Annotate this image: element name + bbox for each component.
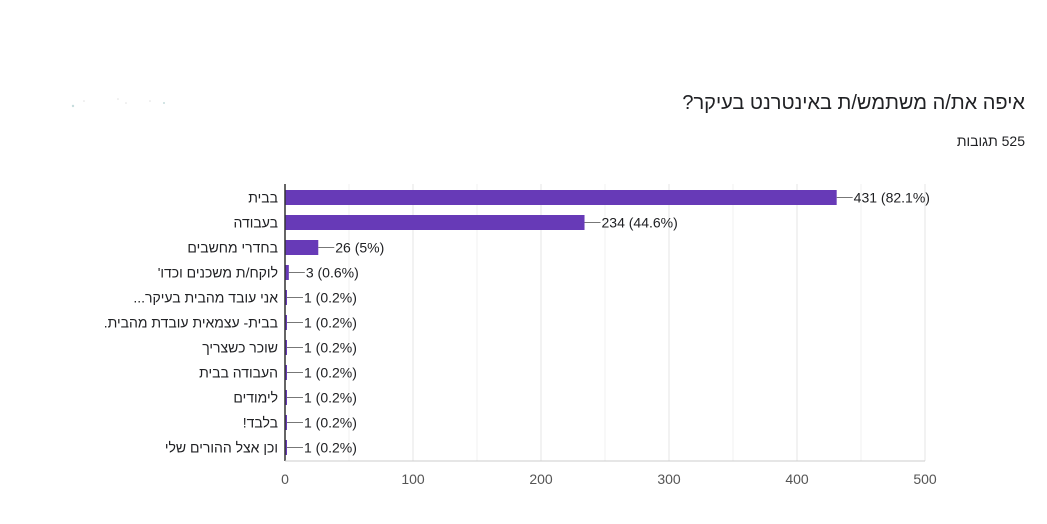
- category-label: ...אני עובד מהבית בעיקר: [133, 290, 278, 306]
- category-label: העבודה בבית: [199, 365, 278, 381]
- category-label: לימודים: [233, 390, 278, 406]
- category-label: שוכר כשצריך: [202, 340, 278, 356]
- data-label: 1 (0.2%): [304, 290, 357, 306]
- data-label: 1 (0.2%): [304, 390, 357, 406]
- bar: [285, 315, 287, 330]
- bar: [285, 290, 287, 305]
- bar: [285, 365, 287, 380]
- copy-chart-icon[interactable]: [70, 96, 170, 110]
- bar: [285, 440, 287, 455]
- bar: [285, 390, 287, 405]
- bar: [285, 265, 289, 280]
- data-label: 1 (0.2%): [304, 415, 357, 431]
- category-label: בעבודה: [234, 215, 278, 231]
- category-label: וכן אצל ההורים שלי: [165, 440, 278, 456]
- chart-title: איפה את/ה משתמש/ת באינטרנט בעיקר?: [682, 92, 1025, 114]
- bar: [285, 190, 837, 205]
- bar: [285, 215, 585, 230]
- x-tick-label: 400: [785, 471, 809, 487]
- data-label: 234 (44.6%): [602, 215, 678, 231]
- data-label: 1 (0.2%): [304, 315, 357, 331]
- x-tick-label: 0: [281, 471, 289, 487]
- x-tick-label: 200: [529, 471, 553, 487]
- data-label: 3 (0.6%): [306, 265, 359, 281]
- bar: [285, 240, 319, 255]
- category-label: בבית: [248, 190, 278, 206]
- category-label: בחדרי מחשבים: [187, 240, 278, 256]
- category-label: 'לוקח/ת משכנים וכדו: [158, 265, 278, 281]
- data-label: 431 (82.1%): [854, 190, 930, 206]
- category-label: !בלבד: [243, 415, 278, 431]
- x-tick-label: 100: [401, 471, 425, 487]
- data-label: 26 (5%): [335, 240, 384, 256]
- x-tick-label: 300: [657, 471, 681, 487]
- response-count: 525 תגובות: [956, 133, 1025, 149]
- data-label: 1 (0.2%): [304, 440, 357, 456]
- data-label: 1 (0.2%): [304, 365, 357, 381]
- data-label: 1 (0.2%): [304, 340, 357, 356]
- category-label: .בבית- עצמאית עובדת מהבית: [104, 315, 278, 331]
- x-tick-label: 500: [913, 471, 937, 487]
- bar: [285, 340, 287, 355]
- bar: [285, 415, 287, 430]
